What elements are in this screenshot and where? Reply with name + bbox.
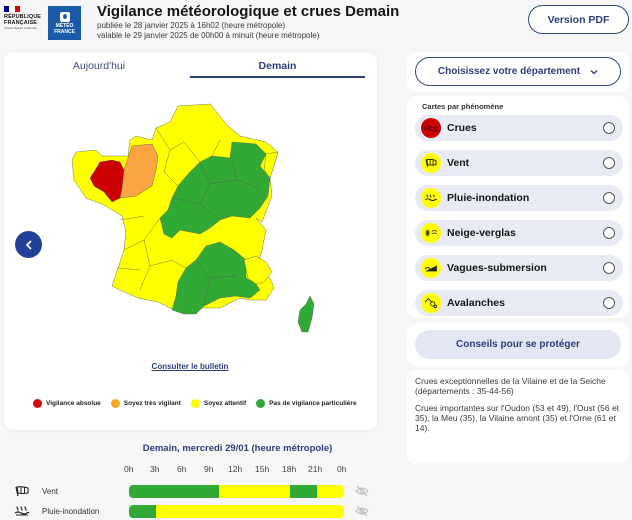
phenomenon-vent[interactable]: Vent bbox=[415, 150, 623, 176]
logo-line2: FRANÇAISE bbox=[4, 20, 37, 26]
legend-item-yellow: Soyez attentif bbox=[190, 399, 247, 408]
map-region-yellow-alsace bbox=[263, 151, 279, 179]
phenomenon-pluie-inondation[interactable]: Pluie-inondation bbox=[415, 185, 623, 211]
legend-label: Soyez attentif bbox=[203, 400, 247, 407]
phenomenon-radio[interactable] bbox=[603, 192, 615, 204]
wind-icon bbox=[421, 153, 441, 173]
pdf-version-button[interactable]: Version PDF bbox=[528, 5, 629, 34]
phenomenon-neige-verglas[interactable]: Neige-verglas bbox=[415, 220, 623, 246]
avalanche-icon bbox=[421, 293, 441, 313]
timeline-bar-wind[interactable] bbox=[129, 485, 344, 498]
day-tabs: Aujourd'hui Demain bbox=[4, 52, 377, 80]
hour-label: 9h bbox=[204, 464, 214, 474]
phenomenon-avalanches[interactable]: Avalanches bbox=[415, 290, 623, 316]
chevron-down-icon bbox=[590, 69, 598, 74]
active-tab-indicator bbox=[190, 76, 365, 78]
map-legend: Vigilance absolue Soyez très vigilant So… bbox=[33, 399, 357, 408]
legend-label: Pas de vigilance particulière bbox=[269, 400, 357, 407]
hour-label: 21h bbox=[308, 464, 323, 474]
legend-item-green: Pas de vigilance particulière bbox=[256, 399, 357, 408]
protection-advice-button[interactable]: Conseils pour se protéger bbox=[415, 330, 621, 359]
meteo-logo-line1: MÉTÉO bbox=[55, 23, 74, 29]
wind-icon bbox=[15, 486, 29, 497]
published-date: publiée le 28 janvier 2025 à 16h02 (heur… bbox=[97, 21, 286, 30]
meteo-france-logo: MÉTÉO FRANCE bbox=[48, 6, 81, 40]
phenomenon-label: Pluie-inondation bbox=[447, 192, 530, 204]
legend-label: Vigilance absolue bbox=[46, 400, 101, 407]
info-paragraph: Crues importantes sur l'Oudon (53 et 49)… bbox=[415, 403, 620, 433]
logo-line1: RÉPUBLIQUE bbox=[4, 14, 42, 20]
hour-label: 3h bbox=[150, 464, 160, 474]
phenomenon-radio[interactable] bbox=[603, 122, 615, 134]
snow-ice-icon bbox=[421, 223, 441, 243]
previous-day-button[interactable] bbox=[15, 231, 42, 258]
red-dot-icon bbox=[33, 399, 42, 408]
info-paragraph: Crues exceptionnelles de la Vilaine et d… bbox=[415, 376, 606, 396]
phenomenon-label: Vent bbox=[447, 157, 470, 169]
flood-icon bbox=[421, 118, 441, 138]
rain-flood-icon bbox=[14, 506, 30, 516]
phenomena-card: Cartes par phénomène Crues Vent Pluie-in… bbox=[407, 96, 629, 318]
department-select[interactable]: Choisissez votre département bbox=[415, 57, 621, 86]
green-dot-icon bbox=[256, 399, 266, 408]
map-region-yellow-alps bbox=[243, 255, 273, 285]
tab-tomorrow[interactable]: Demain bbox=[258, 60, 297, 72]
department-card: Choisissez votre département bbox=[407, 52, 629, 92]
waves-icon bbox=[421, 258, 441, 278]
tab-today[interactable]: Aujourd'hui bbox=[72, 60, 126, 72]
hour-label: 0h bbox=[124, 464, 134, 474]
phenomenon-radio[interactable] bbox=[603, 262, 615, 274]
phenomenon-radio[interactable] bbox=[603, 157, 615, 169]
hide-eye-icon[interactable] bbox=[355, 505, 369, 517]
flood-info-card: Crues exceptionnelles de la Vilaine et d… bbox=[407, 370, 629, 463]
map-region-orange bbox=[119, 143, 159, 199]
phenomenon-label: Avalanches bbox=[447, 297, 505, 309]
phenomenon-label: Crues bbox=[447, 122, 477, 134]
legend-item-red: Vigilance absolue bbox=[33, 399, 101, 408]
phenomenon-vagues-submersion[interactable]: Vagues-submersion bbox=[415, 255, 623, 281]
meteo-logo-line2: FRANCE bbox=[54, 28, 75, 35]
valid-date: valable le 29 janvier 2025 de 00h00 à mi… bbox=[97, 31, 320, 40]
legend-item-orange: Soyez très vigilant bbox=[110, 399, 181, 408]
map-region-red bbox=[89, 159, 125, 203]
advice-card: Conseils pour se protéger bbox=[407, 323, 629, 367]
hour-label: 18h bbox=[282, 464, 297, 474]
phenomena-heading: Cartes par phénomène bbox=[422, 102, 504, 111]
department-select-label: Choisissez votre département bbox=[437, 66, 581, 77]
yellow-dot-icon bbox=[190, 399, 200, 408]
timeline-row-label: Pluie-inondation bbox=[42, 507, 100, 516]
orange-dot-icon bbox=[110, 399, 120, 408]
timeline-title: Demain, mercredi 29/01 (heure métropole) bbox=[142, 443, 333, 454]
hour-label: 12h bbox=[228, 464, 243, 474]
logo-motto: Liberté Égalité Fraternité bbox=[4, 26, 37, 30]
map-region-corsica bbox=[297, 295, 315, 333]
hour-label: 0h bbox=[337, 464, 347, 474]
phenomenon-crues[interactable]: Crues bbox=[415, 115, 623, 141]
hour-label: 6h bbox=[177, 464, 187, 474]
phenomenon-radio[interactable] bbox=[603, 297, 615, 309]
timeline-row-label: Vent bbox=[42, 487, 59, 496]
phenomenon-label: Vagues-submersion bbox=[447, 262, 547, 274]
meteo-france-emblem-icon bbox=[59, 12, 70, 22]
chevron-left-icon bbox=[25, 240, 31, 249]
hour-label: 15h bbox=[255, 464, 270, 474]
republique-francaise-logo: RÉPUBLIQUE FRANÇAISE Liberté Égalité Fra… bbox=[4, 6, 48, 42]
hide-eye-icon[interactable] bbox=[355, 485, 369, 497]
timeline-bar-rain[interactable] bbox=[129, 505, 344, 518]
rain-flood-icon bbox=[421, 188, 441, 208]
bulletin-link[interactable]: Consulter le bulletin bbox=[151, 362, 229, 371]
phenomenon-radio[interactable] bbox=[603, 227, 615, 239]
legend-label: Soyez très vigilant bbox=[123, 400, 181, 407]
france-vigilance-map[interactable] bbox=[60, 100, 330, 350]
flag-icon bbox=[4, 6, 20, 12]
page-title: Vigilance météorologique et crues Demain bbox=[97, 3, 400, 20]
phenomenon-label: Neige-verglas bbox=[447, 227, 516, 239]
